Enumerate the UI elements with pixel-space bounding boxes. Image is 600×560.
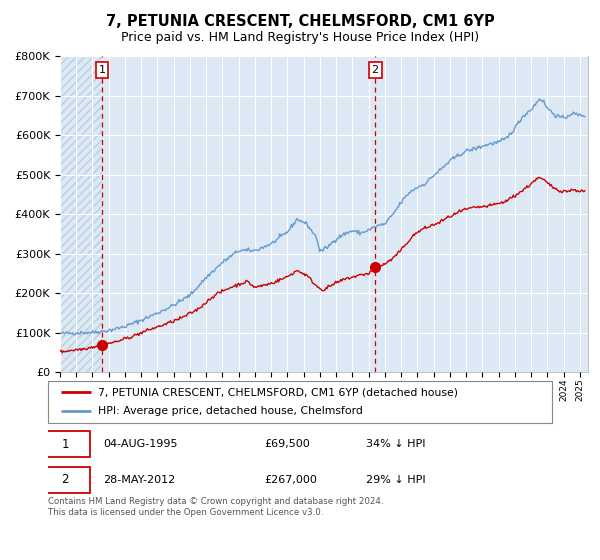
Text: £69,500: £69,500 [265,439,310,449]
Text: 1: 1 [98,65,106,75]
Text: 2: 2 [61,473,69,487]
Text: 1: 1 [61,437,69,451]
Text: 34% ↓ HPI: 34% ↓ HPI [365,439,425,449]
Text: HPI: Average price, detached house, Chelmsford: HPI: Average price, detached house, Chel… [98,407,363,417]
Text: Contains HM Land Registry data © Crown copyright and database right 2024.
This d: Contains HM Land Registry data © Crown c… [48,497,383,517]
Text: 7, PETUNIA CRESCENT, CHELMSFORD, CM1 6YP (detached house): 7, PETUNIA CRESCENT, CHELMSFORD, CM1 6YP… [98,387,458,397]
Text: 29% ↓ HPI: 29% ↓ HPI [365,475,425,485]
Text: 2: 2 [371,65,379,75]
Text: 04-AUG-1995: 04-AUG-1995 [103,439,178,449]
FancyBboxPatch shape [48,381,552,423]
Text: 7, PETUNIA CRESCENT, CHELMSFORD, CM1 6YP: 7, PETUNIA CRESCENT, CHELMSFORD, CM1 6YP [106,14,494,29]
Text: £267,000: £267,000 [265,475,317,485]
Text: Price paid vs. HM Land Registry's House Price Index (HPI): Price paid vs. HM Land Registry's House … [121,31,479,44]
Text: 28-MAY-2012: 28-MAY-2012 [103,475,176,485]
FancyBboxPatch shape [40,431,90,457]
FancyBboxPatch shape [40,467,90,493]
